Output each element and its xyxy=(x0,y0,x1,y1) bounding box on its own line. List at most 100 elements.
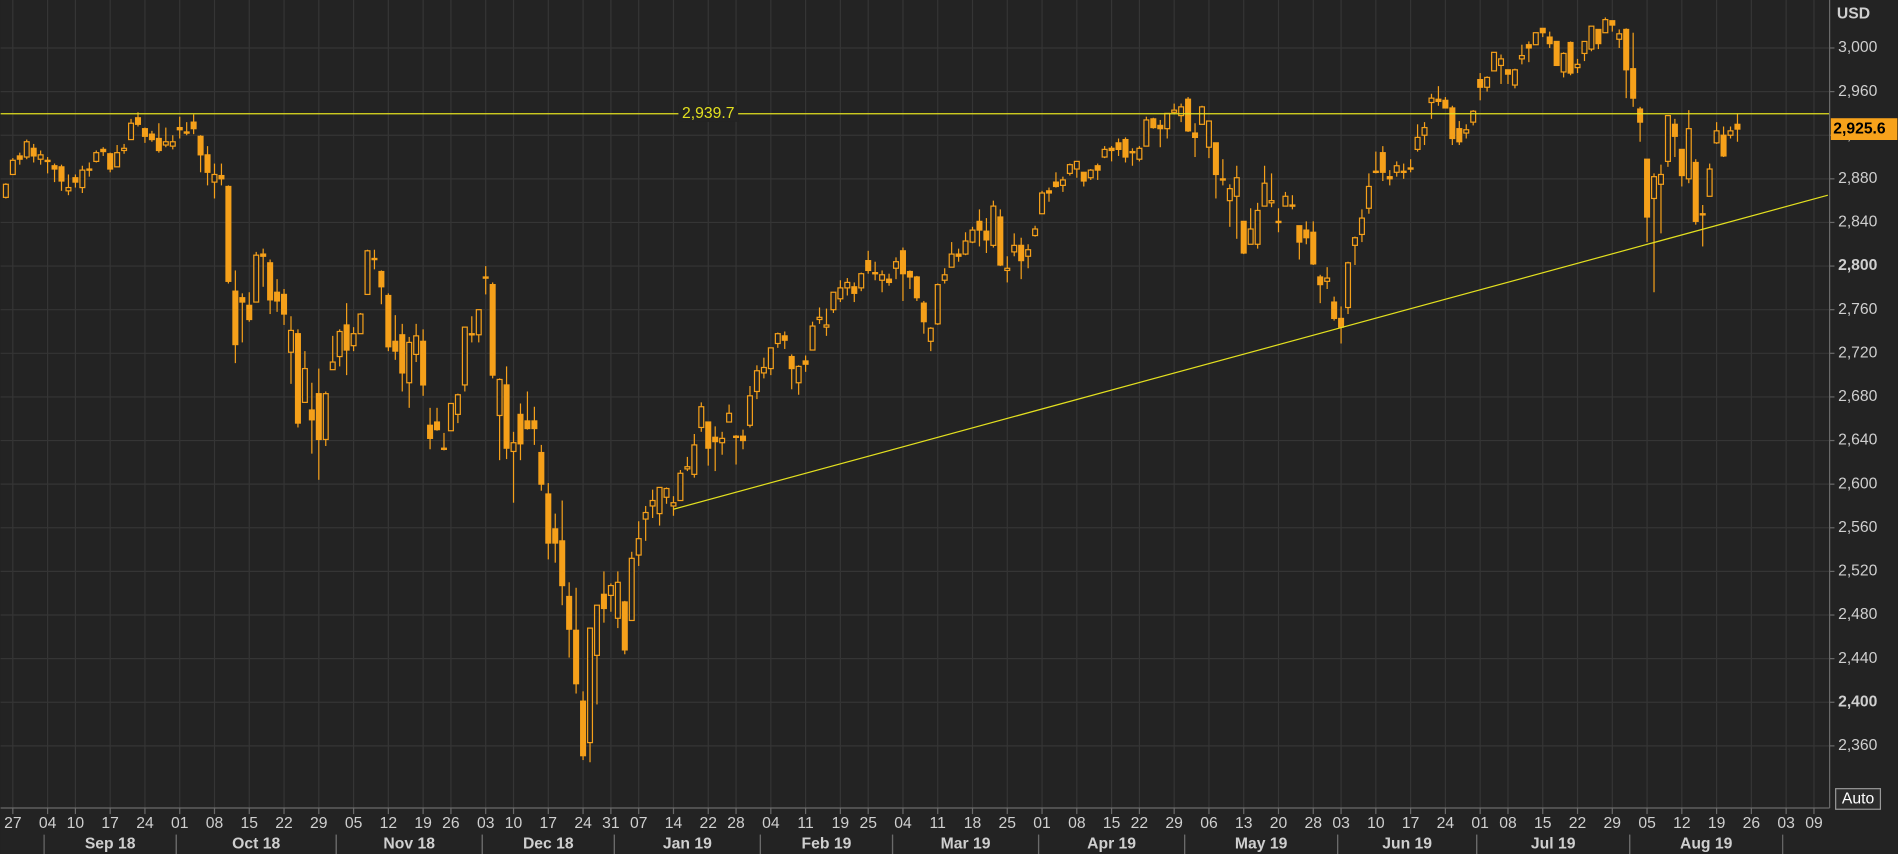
x-tick-label: 10 xyxy=(67,815,85,832)
candle-body xyxy=(399,334,406,374)
candle-body xyxy=(1414,136,1421,150)
candle-body xyxy=(1018,244,1025,262)
candle-body xyxy=(274,291,281,302)
candle-body xyxy=(872,272,879,275)
candle-body xyxy=(698,406,705,429)
candle-body xyxy=(1150,118,1157,129)
x-tick-label: 08 xyxy=(1499,815,1517,832)
candle-body xyxy=(559,540,566,587)
x-tick-label: 04 xyxy=(762,815,780,832)
x-tick-label: 29 xyxy=(310,815,327,832)
x-tick-label: 20 xyxy=(1270,815,1288,832)
candle-body xyxy=(1268,200,1275,204)
auto-button[interactable] xyxy=(1835,788,1882,810)
candle-body xyxy=(976,220,983,231)
candle-body xyxy=(79,169,86,189)
candle-body xyxy=(267,262,274,301)
candle-body xyxy=(287,329,295,353)
candle-body xyxy=(1324,277,1331,282)
candle-body xyxy=(1212,142,1219,176)
candle-body xyxy=(545,493,552,544)
candle-body xyxy=(489,284,496,376)
x-tick-label: 09 xyxy=(1805,815,1822,832)
candle-body xyxy=(169,141,176,147)
candle-body xyxy=(1059,179,1066,186)
candle-body xyxy=(1025,249,1032,257)
candle-body xyxy=(642,511,649,520)
candle-body xyxy=(684,466,691,470)
candle-body xyxy=(1553,40,1560,67)
candle-body xyxy=(16,155,23,160)
candle-body xyxy=(475,309,482,336)
candle-body xyxy=(253,254,260,303)
candle-body xyxy=(1205,120,1212,148)
candle-body xyxy=(851,286,858,294)
x-tick-label: 29 xyxy=(1165,815,1182,832)
candle-body xyxy=(691,444,698,475)
candle-body xyxy=(1192,132,1199,139)
candle-body xyxy=(434,421,441,431)
y-tick-label: 2,680 xyxy=(1838,388,1878,405)
candle-body xyxy=(1379,152,1386,173)
y-tick-label: 3,000 xyxy=(1838,39,1878,56)
x-tick-label: 12 xyxy=(1673,815,1690,832)
candle-body xyxy=(830,291,837,311)
x-tick-label: 05 xyxy=(1638,815,1656,832)
candle-body xyxy=(1602,19,1609,34)
candle-body xyxy=(468,333,475,336)
candle-body xyxy=(1435,98,1442,103)
candle-body xyxy=(858,273,865,289)
candle-body xyxy=(1261,182,1268,207)
candle-body xyxy=(1345,262,1352,309)
candle-body xyxy=(114,152,121,168)
y-tick-label: 2,520 xyxy=(1838,563,1878,580)
candle-body xyxy=(1539,27,1546,34)
candle-body xyxy=(1581,40,1588,55)
candle-body xyxy=(134,117,142,125)
y-tick-label: 2,360 xyxy=(1838,737,1878,754)
candle-body xyxy=(51,165,58,170)
candle-body xyxy=(440,447,448,450)
month-label: Oct 18 xyxy=(232,835,280,852)
candle-body xyxy=(65,186,72,192)
candle-body xyxy=(760,366,767,374)
x-tick-label: 10 xyxy=(1367,815,1385,832)
candle-body xyxy=(886,278,893,284)
candle-body xyxy=(1372,170,1379,174)
candle-body xyxy=(197,135,204,156)
candle-body xyxy=(712,436,719,443)
x-tick-label: 01 xyxy=(171,815,188,832)
candle-body xyxy=(343,324,350,351)
candle-body xyxy=(1428,97,1435,104)
x-tick-label: 17 xyxy=(1402,815,1419,832)
candle-body xyxy=(990,205,997,246)
candle-body xyxy=(1421,126,1428,136)
candle-body xyxy=(1045,190,1053,194)
candles xyxy=(2,17,1741,763)
candle-body xyxy=(1226,188,1233,202)
x-tick-label: 03 xyxy=(1332,815,1350,832)
candle-body xyxy=(1525,44,1532,49)
candle-body xyxy=(1331,301,1338,320)
month-label: Nov 18 xyxy=(383,835,435,852)
candle-body xyxy=(517,413,524,445)
candle-body xyxy=(308,409,315,421)
auto-button-label[interactable]: Auto xyxy=(1842,791,1875,808)
candle-body xyxy=(906,270,913,278)
x-tick-label: 01 xyxy=(1033,815,1050,832)
month-label: Feb 19 xyxy=(802,835,852,852)
candle-body xyxy=(746,395,753,426)
candle-body xyxy=(385,294,392,348)
candle-body xyxy=(1713,130,1720,144)
x-tick-label: 22 xyxy=(1569,815,1586,832)
candle-body xyxy=(1504,69,1512,75)
x-tick-label: 24 xyxy=(1437,815,1455,832)
candle-body xyxy=(1407,167,1414,170)
x-tick-label: 28 xyxy=(727,815,745,832)
candle-body xyxy=(844,281,851,289)
x-tick-label: 06 xyxy=(1200,815,1218,832)
candle-body xyxy=(232,290,239,346)
candle-body xyxy=(837,287,844,300)
candle-body xyxy=(1567,41,1574,74)
